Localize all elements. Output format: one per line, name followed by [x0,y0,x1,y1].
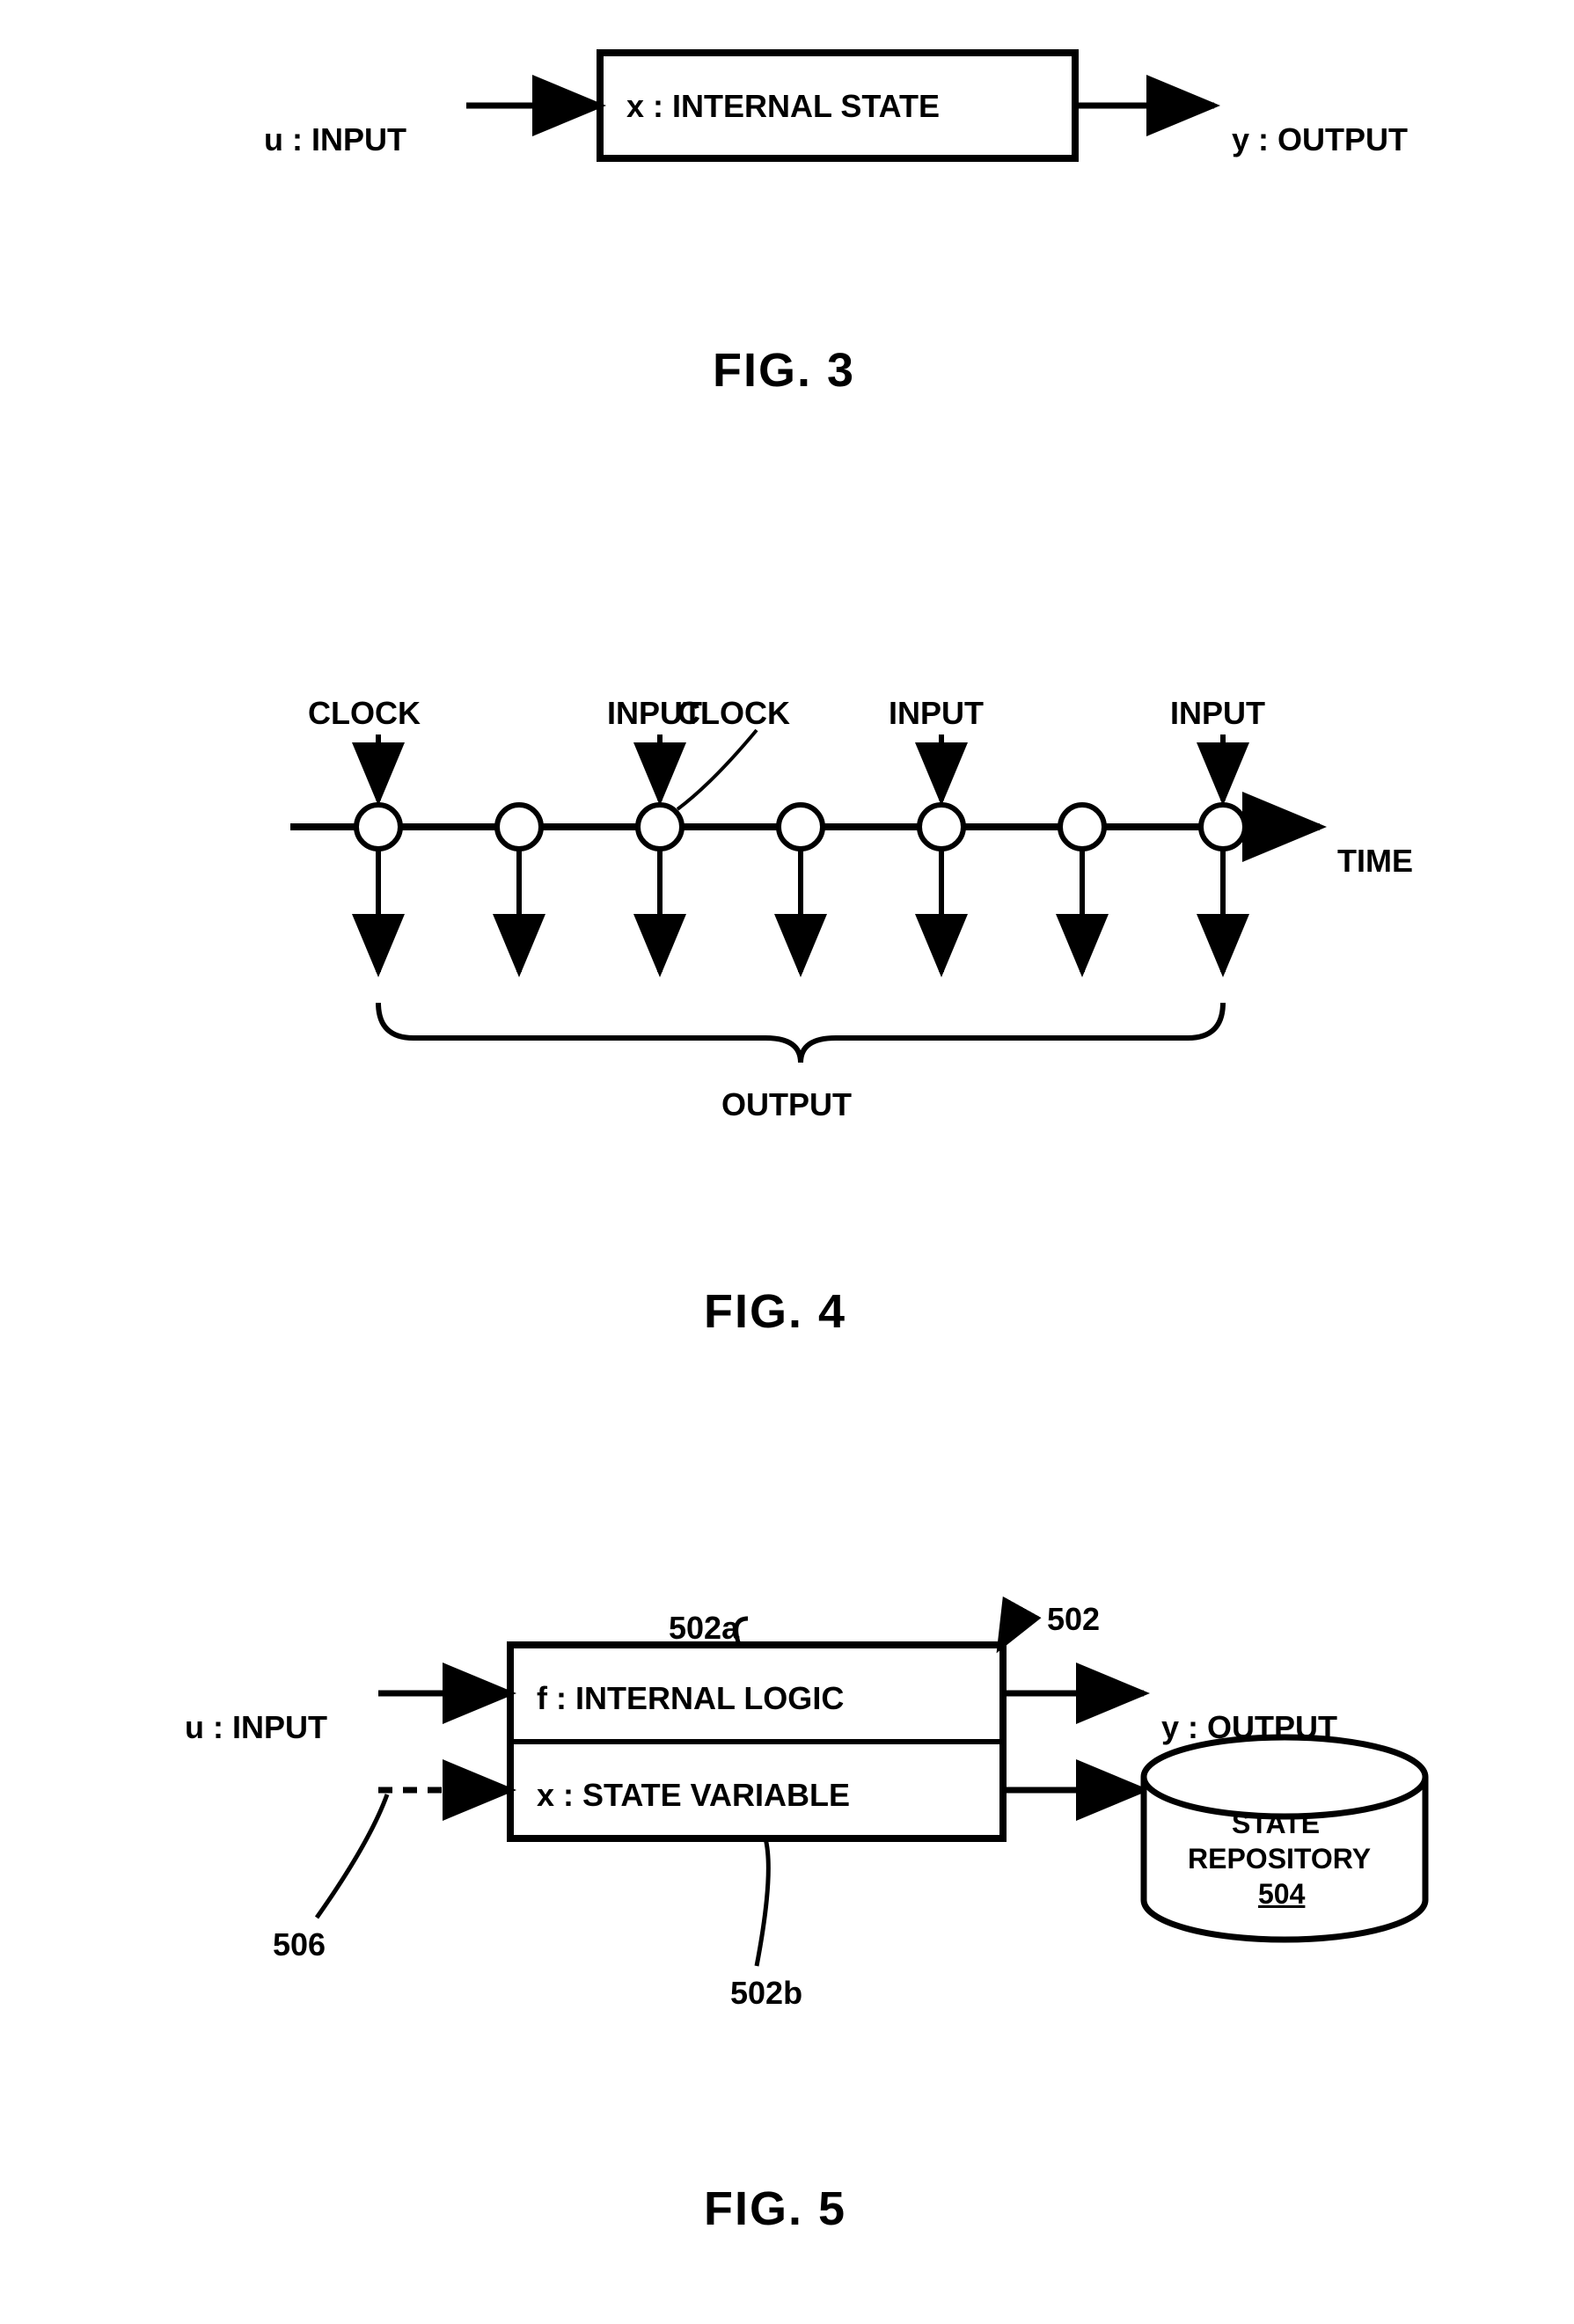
fig4-top-label: CLOCK [308,695,421,732]
fig5-box-top-label: f : INTERNAL LOGIC [537,1680,844,1717]
fig4-top-label: INPUT [1170,695,1265,732]
fig4-extra-label: CLOCK [677,695,790,732]
fig3-output-label: y : OUTPUT [1232,121,1408,158]
fig5-svg [0,1495,1574,2287]
fig3-caption: FIG. 3 [713,343,855,398]
fig5-cyl-l1: STATE [1232,1808,1320,1840]
page: u : INPUT x : INTERNAL STATE y : OUTPUT … [0,0,1574,2324]
fig5-input-label: u : INPUT [185,1709,327,1746]
fig3-box-label: x : INTERNAL STATE [626,88,940,125]
fig5-cyl-l3: 504 [1258,1878,1305,1911]
fig3-input-label: u : INPUT [264,121,406,158]
fig5-output-label: y : OUTPUT [1161,1709,1337,1746]
fig5-caption: FIG. 5 [704,2181,846,2236]
fig5-ref-502: 502 [1047,1601,1100,1638]
fig4-caption: FIG. 4 [704,1284,846,1339]
fig5-ref-502b: 502b [730,1975,802,2012]
fig4-output-label: OUTPUT [721,1086,852,1123]
fig4-time-label: TIME [1337,843,1413,880]
fig5-ref-502a: 502a [669,1610,739,1647]
fig4-top-label: INPUT [889,695,984,732]
fig5-cyl-l2: REPOSITORY [1188,1843,1371,1875]
fig5-ref-506: 506 [273,1926,326,1963]
fig5-box-bottom-label: x : STATE VARIABLE [537,1777,850,1814]
fig4-svg [0,572,1574,1275]
